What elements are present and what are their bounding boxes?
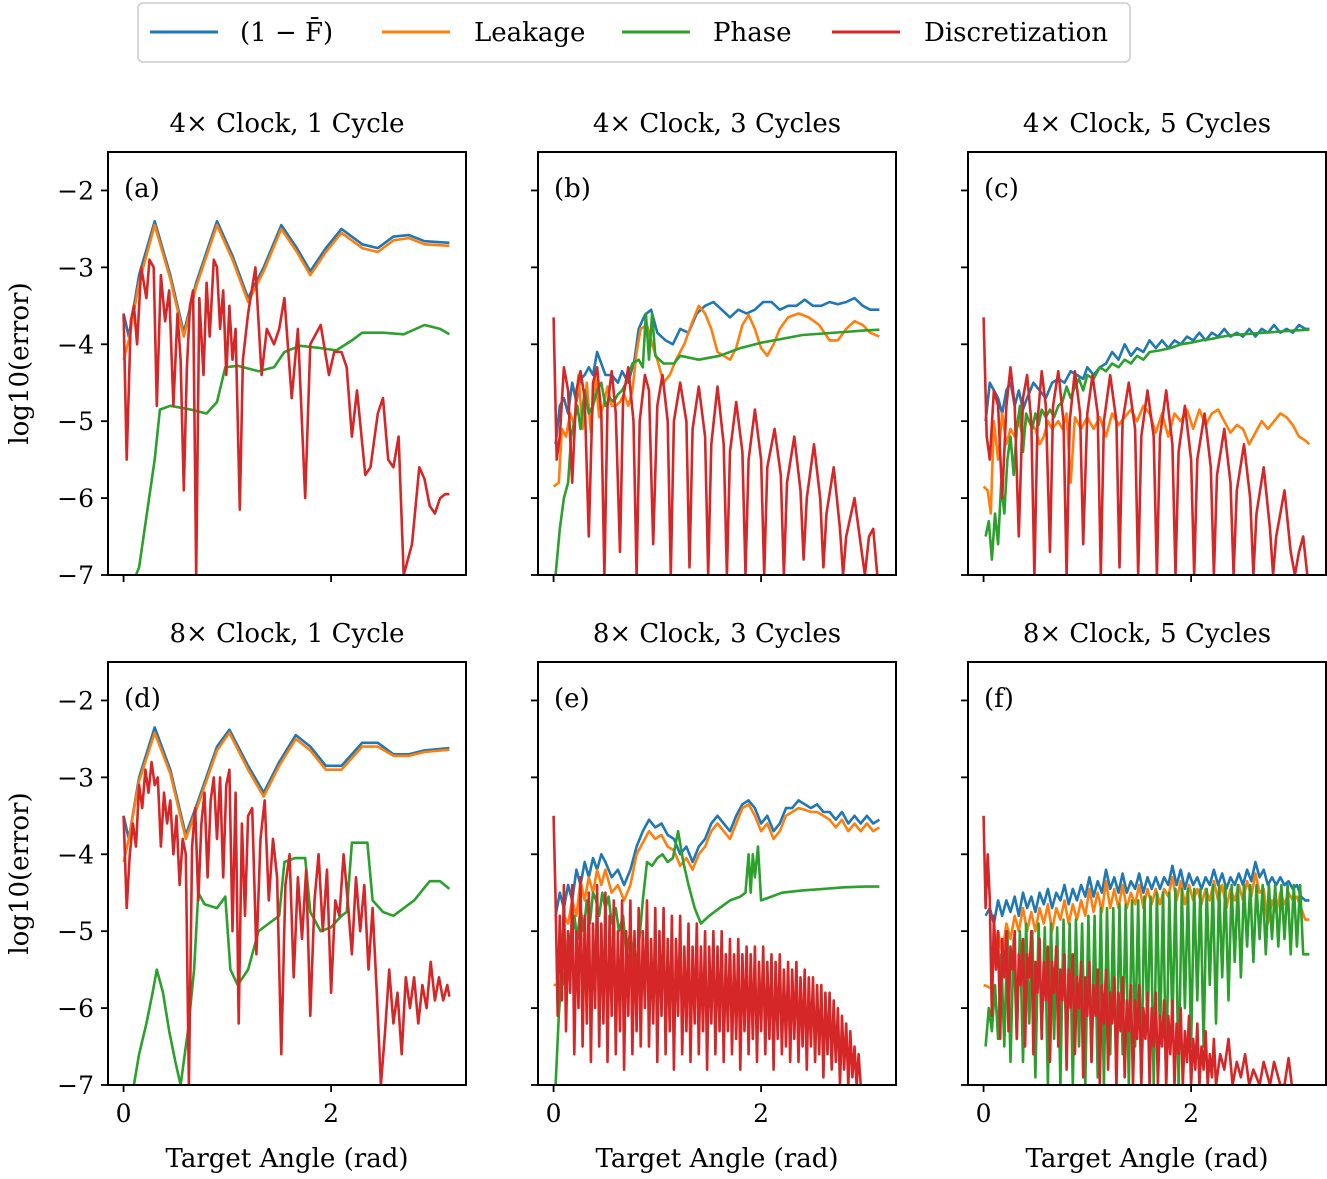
series-line-fidelity [554, 799, 881, 917]
series-line-phase [134, 323, 451, 575]
x-axis-label: Target Angle (rad) [596, 1144, 839, 1174]
legend: (1 − F̄) Leakage Phase Discretization [137, 2, 1131, 63]
panel-title: 4× Clock, 1 Cycle [170, 109, 405, 139]
x-tick-label: 2 [323, 1099, 339, 1128]
series-line-discretization [122, 760, 451, 1085]
series-line-fidelity [554, 296, 880, 445]
x-axis-label: Target Angle (rad) [1026, 1144, 1269, 1174]
series-line-leakage [122, 223, 450, 361]
series-line-leakage [553, 803, 881, 987]
y-tick-label: −7 [57, 1071, 94, 1100]
y-tick-label: −4 [57, 840, 94, 869]
panel-title: 8× Clock, 1 Cycle [170, 619, 405, 649]
y-tick-label: −3 [57, 253, 94, 282]
y-tick-label: −5 [57, 917, 94, 946]
series-group [552, 296, 880, 575]
y-tick-label: −2 [57, 176, 94, 205]
y-tick-label: −2 [57, 686, 94, 715]
y-tick-label: −7 [57, 561, 94, 590]
legend-label-phase: Phase [713, 18, 791, 48]
panel-label: (c) [984, 174, 1019, 204]
series-line-leakage [122, 731, 450, 863]
x-tick-label: 2 [1183, 1099, 1199, 1128]
y-tick-label: −3 [57, 763, 94, 792]
y-tick-label: −6 [57, 994, 94, 1023]
series-line-discretization [552, 317, 879, 575]
x-tick-label: 0 [116, 1099, 132, 1128]
panel-a: 4× Clock, 1 Cycle −2 −3 −4 −5 −6 −7 (a) log10(er… [5, 109, 467, 590]
series-line-phase [132, 841, 451, 1085]
series-line-fidelity [122, 726, 450, 841]
series-line-discretization [982, 317, 1309, 575]
series-group [122, 219, 451, 575]
panel-label: (b) [554, 174, 591, 204]
y-axis-label: log10(error) [5, 282, 35, 444]
panel-title: 8× Clock, 3 Cycles [593, 619, 841, 649]
panel-title: 8× Clock, 5 Cycles [1023, 619, 1271, 649]
series-line-discretization [982, 815, 1294, 1085]
y-tick-label: −6 [57, 484, 94, 513]
panel-e: 8× Clock, 3 Cycles 0 2 (e) Target Angle (rad… [531, 619, 897, 1174]
series-line-fidelity [984, 323, 1310, 422]
panels: 4× Clock, 1 Cycle −2 −3 −4 −5 −6 −7 (a) log10(er… [5, 109, 1327, 1174]
panel-title: 4× Clock, 5 Cycles [1023, 109, 1271, 139]
plot-frame [107, 661, 467, 1086]
panel-label: (e) [554, 684, 590, 714]
x-tick-label: 0 [546, 1099, 562, 1128]
series-group [982, 317, 1311, 575]
legend-label-discretization: Discretization [924, 18, 1108, 48]
panel-label: (a) [124, 174, 160, 204]
y-tick-label: −5 [57, 407, 94, 436]
series-line-phase [984, 328, 1310, 561]
x-tick-label: 0 [976, 1099, 992, 1128]
series-line-phase [554, 312, 880, 575]
x-tick-label: 2 [753, 1099, 769, 1128]
series-line-discretization [552, 815, 862, 1085]
plot-frame [967, 151, 1327, 576]
legend-label-fidelity: (1 − F̄) [240, 16, 333, 48]
series-group [122, 726, 451, 1085]
series-line-fidelity [984, 860, 1310, 925]
plot-frame [107, 151, 467, 576]
panel-f: 8× Clock, 5 Cycles 0 2 (f) Target Angle (rad… [961, 619, 1327, 1174]
panel-title: 4× Clock, 3 Cycles [593, 109, 841, 139]
legend-label-leakage: Leakage [474, 18, 585, 48]
y-tick-label: −4 [57, 330, 94, 359]
panel-label: (f) [984, 684, 1014, 714]
panel-label: (d) [124, 684, 161, 714]
plot-frame [967, 661, 1327, 1086]
panel-c: 4× Clock, 5 Cycles (c) [961, 109, 1327, 582]
x-axis-label: Target Angle (rad) [166, 1144, 409, 1174]
panel-b: 4× Clock, 3 Cycles (b) [531, 109, 897, 582]
plot-frame [537, 151, 897, 576]
series-group [982, 815, 1310, 1085]
panel-d: 8× Clock, 1 Cycle −2 −3 −4 −5 −6 −7 0 2 (d) Target… [5, 619, 467, 1174]
y-axis-label: log10(error) [5, 792, 35, 954]
plot-frame [537, 661, 897, 1086]
series-line-discretization [122, 258, 450, 575]
series-group [552, 799, 881, 1085]
